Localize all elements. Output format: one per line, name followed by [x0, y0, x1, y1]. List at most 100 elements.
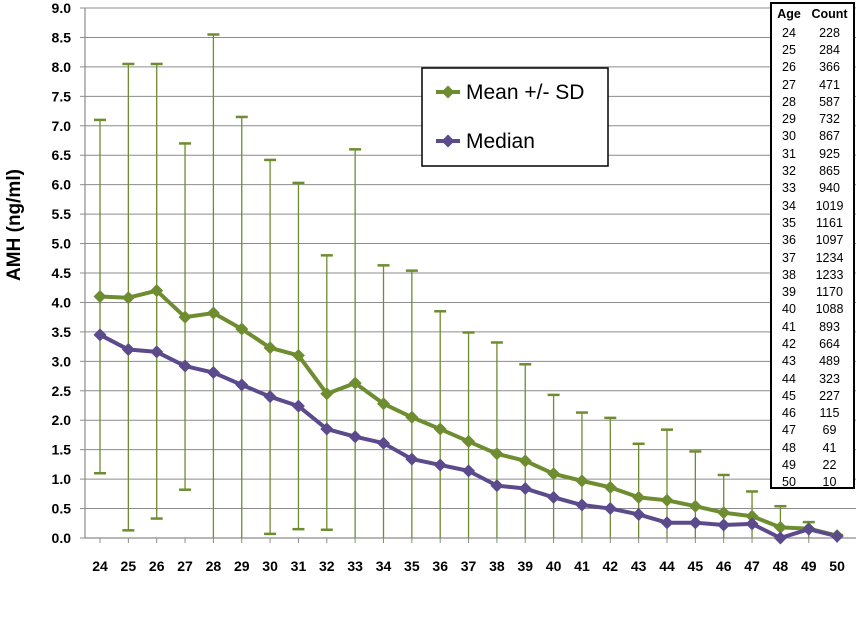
- data-point-median: [660, 516, 674, 530]
- y-tick-labels: 0.0 0.5 1.0 1.5 2.0 2.5 3.0 3.5 4.0 4.5 5.0 5.5 6.0 6…: [52, 0, 72, 546]
- cell-count: 732: [819, 112, 840, 127]
- data-point-median: [235, 378, 249, 392]
- legend-marker: [441, 85, 455, 99]
- x-tick-label: 37: [461, 558, 477, 574]
- data-point-median: [717, 518, 731, 532]
- cell-count: 227: [819, 388, 840, 403]
- data-point-mean: [433, 422, 447, 436]
- data-point-median: [150, 345, 164, 359]
- data-point-mean: [93, 290, 107, 304]
- data-point-mean: [150, 284, 164, 298]
- data-point-median: [518, 482, 532, 496]
- data-point-mean: [575, 474, 589, 488]
- data-point-mean: [121, 291, 135, 305]
- data-point-mean: [660, 493, 674, 507]
- y-tick-label: 5.0: [52, 236, 72, 252]
- cell-age: 47: [782, 423, 796, 438]
- cell-age: 43: [782, 354, 796, 369]
- y-tick-label: 7.5: [52, 88, 72, 104]
- x-tick-label: 26: [149, 558, 165, 574]
- header-count: Count: [811, 7, 848, 21]
- y-tick-label: 8.5: [52, 29, 72, 45]
- y-tick-label: 5.5: [52, 206, 72, 222]
- table-row: 38 1233: [772, 266, 853, 283]
- cell-count: 22: [822, 458, 837, 473]
- x-tick-label: 49: [801, 558, 817, 574]
- data-point-mean: [263, 341, 277, 355]
- x-tick-label: 28: [206, 558, 222, 574]
- x-tick-label: 32: [319, 558, 335, 574]
- cell-count: 1097: [815, 233, 844, 248]
- table-row: 42 664: [772, 335, 853, 352]
- x-tick-label: 29: [234, 558, 250, 574]
- data-point-median: [178, 359, 192, 373]
- y-tick-label: 7.0: [52, 118, 72, 134]
- x-tick-label: 38: [489, 558, 505, 574]
- cell-count: 366: [819, 60, 840, 75]
- data-point-median: [547, 490, 561, 504]
- cell-count: 893: [819, 319, 840, 334]
- y-tick-label: 6.5: [52, 147, 72, 163]
- cell-age: 25: [782, 42, 796, 57]
- data-point-mean: [320, 387, 334, 401]
- cell-age: 29: [782, 112, 796, 127]
- x-tick-labels: 24 25 26 27 28 29 30 31 32 33 34 35 36 37 38 39 40 41 42 43…: [92, 558, 845, 574]
- data-point-median: [603, 502, 617, 516]
- table-row: 36 1097: [772, 232, 853, 249]
- table-row: 29 732: [772, 110, 853, 127]
- table-row: 47 69: [772, 422, 853, 439]
- x-tick-label: 36: [432, 558, 448, 574]
- table-row: 50 10: [772, 474, 853, 491]
- cell-age: 44: [782, 371, 796, 386]
- data-point-mean: [206, 306, 220, 320]
- data-point-mean: [377, 397, 390, 411]
- x-tick-label: 48: [773, 558, 789, 574]
- table-header: Age Count: [772, 4, 853, 24]
- data-point-mean: [348, 376, 362, 390]
- cell-count: 1088: [815, 302, 844, 317]
- x-tick-label: 41: [574, 558, 590, 574]
- cell-age: 34: [782, 198, 796, 213]
- cell-count: 865: [819, 164, 840, 179]
- y-tick-label: 8.0: [52, 59, 72, 75]
- legend-label: Mean +/- SD: [466, 81, 584, 104]
- table-row: 33 940: [772, 180, 853, 197]
- legend-label: Median: [466, 130, 535, 153]
- table-row: 45 227: [772, 387, 853, 404]
- cell-age: 24: [782, 25, 796, 40]
- y-tick-label: 9.0: [52, 0, 72, 16]
- table-row: 27 471: [772, 76, 853, 93]
- x-tick-label: 35: [404, 558, 420, 574]
- cell-age: 37: [782, 250, 796, 265]
- x-tick-label: 34: [376, 558, 392, 574]
- data-point-median: [348, 430, 362, 444]
- data-point-median: [93, 328, 107, 342]
- cell-count: 323: [819, 371, 840, 386]
- x-tick-label: 42: [603, 558, 619, 574]
- x-tick-label: 25: [121, 558, 137, 574]
- y-tick-label: 2.0: [52, 412, 72, 428]
- data-point-median: [632, 507, 646, 521]
- table-row: 25 284: [772, 41, 853, 58]
- table-row: 39 1170: [772, 283, 853, 300]
- y-tick-label: 2.5: [52, 383, 72, 399]
- table-row: 43 489: [772, 353, 853, 370]
- data-point-median: [405, 452, 419, 466]
- cell-age: 45: [782, 388, 796, 403]
- cell-count: 867: [819, 129, 840, 144]
- cell-count: 10: [822, 475, 837, 490]
- x-tick-label: 39: [517, 558, 533, 574]
- data-point-median: [433, 458, 447, 472]
- data-point-mean: [462, 434, 476, 448]
- y-axis-label: AMH (ng/ml): [4, 169, 25, 281]
- cell-count: 69: [822, 423, 837, 438]
- data-point-mean: [688, 499, 702, 513]
- cell-count: 228: [819, 25, 840, 40]
- x-tick-label: 45: [688, 558, 704, 574]
- legend: Mean +/- SD Median: [421, 67, 609, 167]
- table-row: 24 228: [772, 24, 853, 41]
- data-point-median: [291, 399, 305, 413]
- data-point-mean: [178, 310, 192, 324]
- x-tick-label: 46: [716, 558, 732, 574]
- cell-age: 42: [782, 336, 796, 351]
